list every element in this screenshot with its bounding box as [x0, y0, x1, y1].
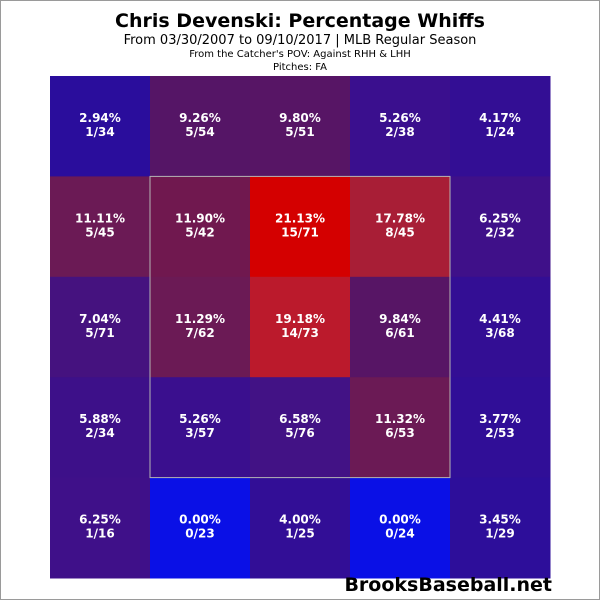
heatmap-cell	[250, 477, 351, 579]
cell-count-label: 0/24	[385, 527, 414, 541]
heatmap-cell	[350, 377, 451, 479]
cell-percentage-label: 6.25%	[479, 211, 521, 225]
heatmap-cell	[50, 477, 151, 579]
brand-watermark: BrooksBaseball.net	[344, 574, 552, 596]
cell-count-label: 1/24	[485, 125, 514, 139]
cell-percentage-label: 5.26%	[379, 111, 421, 125]
chart-title: Chris Devenski: Percentage Whiffs	[115, 10, 485, 32]
cell-count-label: 2/32	[485, 225, 514, 239]
cell-percentage-label: 9.80%	[279, 111, 321, 125]
cell-percentage-label: 4.17%	[479, 111, 521, 125]
cell-count-label: 1/25	[285, 527, 314, 541]
heatmap-cell	[450, 176, 551, 278]
heatmap-cell	[250, 76, 351, 177]
cell-count-label: 3/68	[485, 326, 514, 340]
cell-percentage-label: 9.26%	[179, 111, 221, 125]
heatmap-cell	[450, 76, 551, 177]
cell-percentage-label: 2.94%	[79, 111, 121, 125]
cell-count-label: 5/54	[185, 125, 214, 139]
cell-count-label: 7/62	[185, 326, 214, 340]
cell-percentage-label: 7.04%	[79, 312, 121, 326]
cell-percentage-label: 3.45%	[479, 513, 521, 527]
cell-percentage-label: 9.84%	[379, 312, 421, 326]
heatmap-cell	[150, 276, 251, 378]
cell-count-label: 5/42	[185, 225, 214, 239]
heatmap-cell	[150, 76, 251, 177]
heatmap-cell	[150, 377, 251, 479]
heatmap-cell	[50, 176, 151, 278]
strike-zone-box	[149, 175, 451, 479]
heatmap-cell	[350, 176, 451, 278]
cell-percentage-label: 4.00%	[279, 513, 321, 527]
cell-percentage-label: 0.00%	[379, 513, 421, 527]
cell-percentage-label: 11.29%	[175, 312, 225, 326]
cell-count-label: 5/51	[285, 125, 314, 139]
heatmap-cell	[250, 377, 351, 479]
chart-pitches-note: Pitches: FA	[273, 62, 327, 73]
cell-count-label: 2/38	[385, 125, 414, 139]
heatmap-cell	[50, 276, 151, 378]
cell-percentage-label: 5.26%	[179, 412, 221, 426]
cell-count-label: 2/34	[85, 426, 114, 440]
cell-count-label: 6/61	[385, 326, 414, 340]
heatmap-cell	[450, 377, 551, 479]
cell-percentage-label: 11.32%	[375, 412, 425, 426]
cell-percentage-label: 0.00%	[179, 513, 221, 527]
cell-count-label: 5/45	[85, 225, 114, 239]
cell-percentage-label: 19.18%	[275, 312, 325, 326]
cell-percentage-label: 6.25%	[79, 513, 121, 527]
chart-pov-note: From the Catcher's POV: Against RHH & LH…	[189, 49, 411, 60]
cell-count-label: 8/45	[385, 225, 414, 239]
heatmap-cell	[50, 76, 151, 177]
cell-percentage-label: 11.90%	[175, 211, 225, 225]
cell-percentage-label: 21.13%	[275, 211, 325, 225]
chart-subtitle: From 03/30/2007 to 09/10/2017 | MLB Regu…	[123, 33, 477, 48]
cell-count-label: 3/57	[185, 426, 214, 440]
cell-percentage-label: 5.88%	[79, 412, 121, 426]
cell-count-label: 5/71	[85, 326, 114, 340]
cell-percentage-label: 6.58%	[279, 412, 321, 426]
cell-count-label: 0/23	[185, 527, 214, 541]
heatmap-cell	[150, 176, 251, 278]
heatmap-cell	[350, 76, 451, 177]
heatmap-cell	[350, 276, 451, 378]
cell-percentage-label: 4.41%	[479, 312, 521, 326]
cell-count-label: 1/34	[85, 125, 114, 139]
cell-count-label: 5/76	[285, 426, 314, 440]
heatmap-cell	[250, 276, 351, 378]
cell-count-label: 2/53	[485, 426, 514, 440]
heatmap-cell	[50, 377, 151, 479]
cell-count-label: 1/16	[85, 527, 114, 541]
cell-percentage-label: 3.77%	[479, 412, 521, 426]
cell-percentage-label: 17.78%	[375, 211, 425, 225]
cell-count-label: 15/71	[281, 225, 319, 239]
heatmap-cell	[250, 176, 351, 278]
heatmap-cell	[350, 477, 451, 579]
heatmap-cell	[150, 477, 251, 579]
cell-count-label: 14/73	[281, 326, 319, 340]
heatmap-cell	[450, 477, 551, 579]
cell-percentage-label: 11.11%	[75, 211, 125, 225]
cell-count-label: 6/53	[385, 426, 414, 440]
cell-count-label: 1/29	[485, 527, 514, 541]
heatmap-cell	[450, 276, 551, 378]
